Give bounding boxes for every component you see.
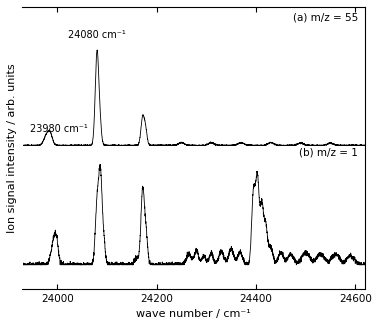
Text: 24080 cm⁻¹: 24080 cm⁻¹ bbox=[68, 30, 126, 40]
Text: (a) m/z = 55: (a) m/z = 55 bbox=[293, 13, 358, 22]
Y-axis label: Ion signal intensity / arb. units: Ion signal intensity / arb. units bbox=[7, 63, 17, 233]
Text: (b) m/z = 1: (b) m/z = 1 bbox=[299, 148, 358, 158]
Text: 23980 cm⁻¹: 23980 cm⁻¹ bbox=[30, 124, 88, 134]
X-axis label: wave number / cm⁻¹: wave number / cm⁻¹ bbox=[136, 309, 251, 319]
